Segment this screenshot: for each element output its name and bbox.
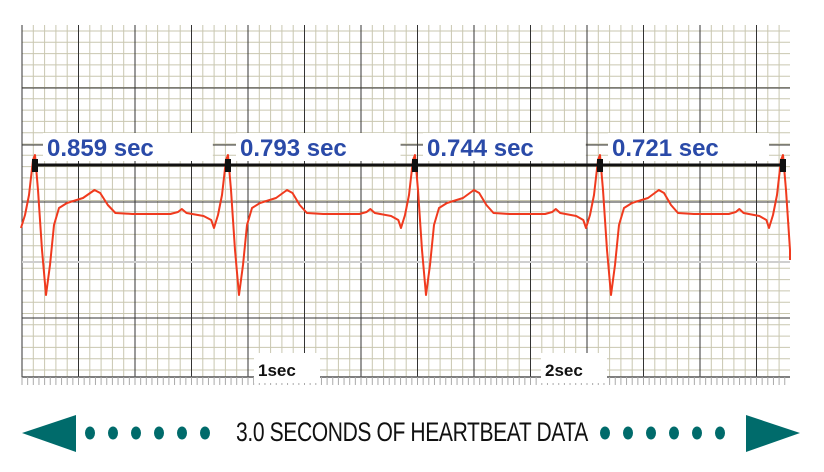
- interval-label-box: [236, 133, 401, 161]
- dot: [623, 426, 633, 440]
- caption-decoration: [22, 415, 800, 452]
- caption-bar: 3.0 SECONDS OF HEARTBEAT DATA: [0, 400, 824, 460]
- interval-label-box: [423, 133, 586, 161]
- interval-bar-cap: [597, 159, 603, 172]
- dot: [600, 426, 610, 440]
- interval-label: 0.859 sec: [47, 135, 154, 162]
- interval-bar-cap: [412, 159, 418, 172]
- interval-label: 0.793 sec: [240, 135, 347, 162]
- dot: [85, 426, 95, 440]
- dot: [715, 426, 725, 440]
- dot: [154, 426, 164, 440]
- interval-label-box: [608, 133, 770, 161]
- dot: [669, 426, 679, 440]
- dot: [646, 426, 656, 440]
- interval-label: 0.721 sec: [612, 135, 719, 162]
- dot-leaders: [85, 426, 725, 440]
- interval-label: 0.744 sec: [427, 135, 534, 162]
- ecg-waveform: [20, 154, 791, 296]
- dot: [108, 426, 118, 440]
- time-marker-label: 2sec: [545, 361, 583, 380]
- interval-markers: 0.859 sec 0.793 sec 0.744 sec 0.721 sec: [32, 133, 786, 172]
- arrow-left-icon: [22, 415, 76, 452]
- time-marker-box: [254, 353, 320, 383]
- ecg-strip: 0.859 sec 0.793 sec 0.744 sec 0.721 sec 1se…: [20, 25, 791, 385]
- dot: [692, 426, 702, 440]
- dot: [177, 426, 187, 440]
- ecg-grid: [21, 25, 790, 385]
- dot: [200, 426, 210, 440]
- interval-bar-cap: [32, 159, 38, 172]
- dot: [131, 426, 141, 440]
- time-marker-label: 1sec: [258, 361, 296, 380]
- caption-text: 3.0 SECONDS OF HEARTBEAT DATA: [236, 417, 588, 447]
- interval-bar-cap: [780, 159, 786, 172]
- time-markers: 1sec 2sec: [254, 353, 607, 383]
- interval-label-box: [43, 133, 213, 161]
- ecg-trace: [20, 154, 791, 296]
- time-marker-box: [541, 353, 607, 383]
- arrow-right-icon: [746, 415, 800, 452]
- interval-bar-cap: [225, 159, 231, 172]
